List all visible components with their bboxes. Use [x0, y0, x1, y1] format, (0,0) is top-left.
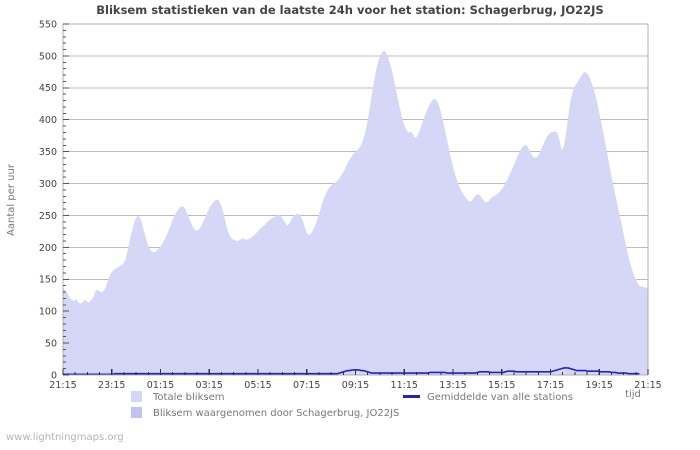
x-tick-label: 05:15 [244, 380, 271, 391]
y-axis-label: Aantal per uur [6, 163, 17, 236]
x-axis-label: tijd [625, 389, 641, 400]
y-tick-label: 300 [39, 179, 57, 190]
x-tick-label: 15:15 [488, 380, 515, 391]
y-tick-label: 0 [51, 370, 57, 381]
x-tick-label: 21:15 [634, 380, 661, 391]
legend-item[interactable]: Bliksem waargenomen door Schagerbrug, JO… [131, 407, 399, 419]
legend-item-label: Gemiddelde van alle stations [427, 392, 573, 403]
x-tick-label: 11:15 [391, 380, 418, 391]
site-watermark: www.lightningmaps.org [6, 432, 124, 443]
page-title: Bliksem statistieken van de laatste 24h … [96, 3, 604, 17]
y-tick-label: 350 [39, 147, 57, 158]
x-tick-label: 13:15 [439, 380, 466, 391]
legend-item[interactable]: Gemiddelde van alle stations [403, 392, 573, 403]
x-tick-label: 17:15 [537, 380, 564, 391]
axis-captions: Aantal per uur tijd [6, 163, 641, 400]
y-tick-label: 150 [39, 275, 57, 286]
series-area-total [63, 50, 648, 376]
x-axis-ticks: 21:15 23:15 01:15 03:15 05:15 07:15 09:15 11:15… [49, 369, 662, 391]
y-tick-label: 550 [39, 19, 57, 30]
y-tick-label: 200 [39, 243, 57, 254]
legend-item-label: Totale bliksem [152, 392, 224, 403]
x-tick-label: 21:15 [49, 380, 76, 391]
y-axis-ticks: 0 50 100 150 200 250 300 350 400 450 500 550 [39, 19, 69, 381]
y-tick-label: 450 [39, 83, 57, 94]
legend-swatch-icon [131, 391, 142, 402]
y-tick-label: 50 [45, 338, 57, 349]
legend-item[interactable]: Totale bliksem [131, 391, 224, 403]
x-tick-label: 09:15 [342, 380, 369, 391]
y-tick-label: 250 [39, 211, 57, 222]
x-tick-label: 01:15 [147, 380, 174, 391]
legend-swatch-icon [131, 407, 142, 418]
chart-legend: Totale bliksem Bliksem waargenomen door S… [131, 391, 573, 419]
legend-item-label: Bliksem waargenomen door Schagerbrug, JO… [153, 408, 399, 419]
y-tick-label: 500 [39, 51, 57, 62]
x-tick-label: 07:15 [293, 380, 320, 391]
series-line-average [63, 367, 640, 376]
x-tick-label: 19:15 [586, 380, 613, 391]
x-tick-label: 03:15 [196, 380, 223, 391]
y-tick-label: 100 [39, 307, 57, 318]
y-tick-label: 400 [39, 115, 57, 126]
x-tick-label: 23:15 [98, 380, 125, 391]
